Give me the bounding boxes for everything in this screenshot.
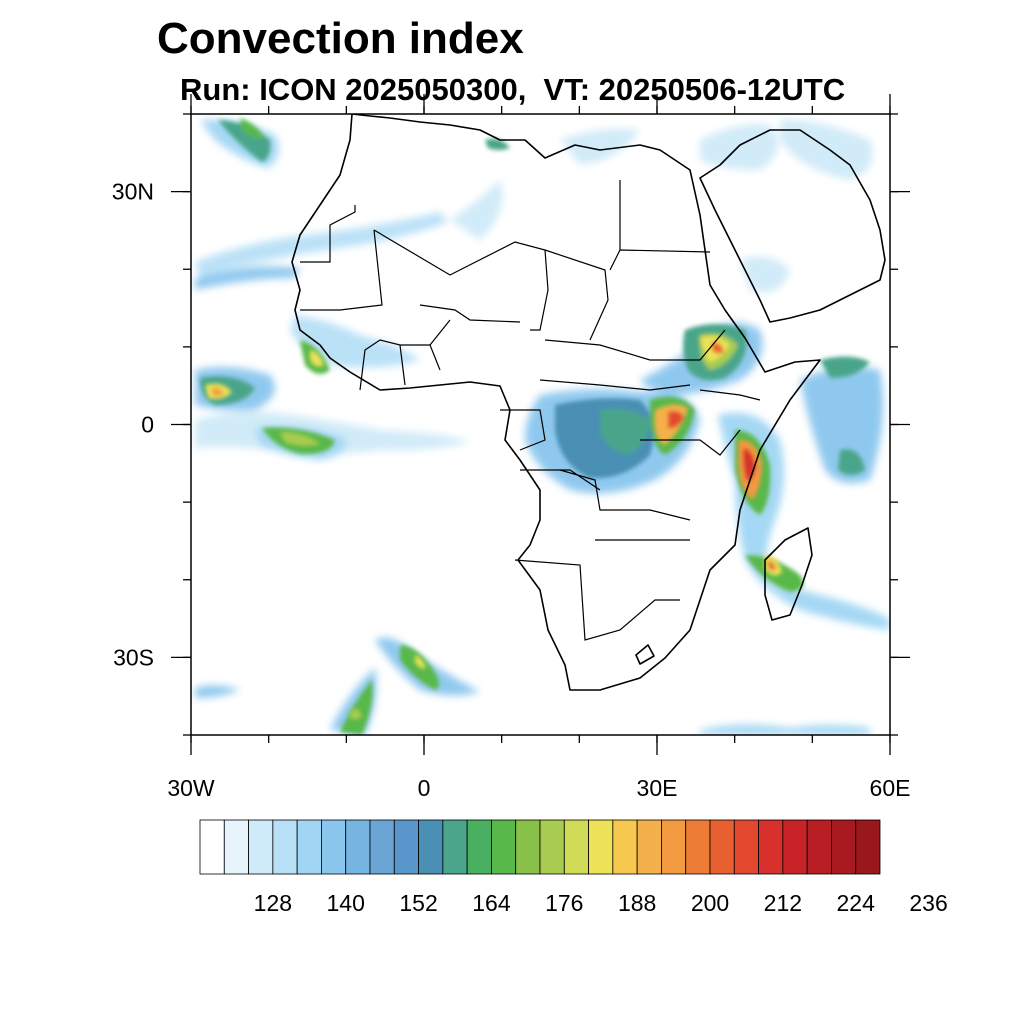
colorbar-label: 164 xyxy=(472,890,511,916)
colorbar-swatch xyxy=(661,819,687,875)
lon-tick-label: 60E xyxy=(870,775,911,801)
chart-title: Convection index xyxy=(157,14,524,63)
colorbar-swatch xyxy=(733,819,759,875)
colorbar-swatch xyxy=(442,819,468,875)
colorbar-label: 212 xyxy=(764,890,802,916)
colorbar-label: 128 xyxy=(254,890,292,916)
colorbar-swatch xyxy=(393,819,419,875)
colorbar-label: 188 xyxy=(618,890,656,916)
colorbar-swatch xyxy=(636,819,662,875)
colorbar-swatch xyxy=(855,819,881,875)
colorbar-swatch xyxy=(563,819,589,875)
colorbar-swatch xyxy=(199,819,225,875)
axis-ticks: 30W 0 30E 60E 30N 0 30S xyxy=(112,94,911,801)
coastlines xyxy=(291,114,886,691)
lat-tick-label: 30S xyxy=(113,644,154,670)
lat-tick-label: 30N xyxy=(112,179,154,205)
colorbar-swatch xyxy=(272,819,298,875)
colorbar-swatch xyxy=(612,819,638,875)
country-borders xyxy=(300,180,761,641)
colorbar-swatch xyxy=(685,819,711,875)
colorbar-swatch xyxy=(369,819,395,875)
colorbar: 128 140 152 164 176 188 200 212 224 236 xyxy=(199,819,948,916)
lon-tick-label: 30E xyxy=(637,775,678,801)
lat-tick-label: 0 xyxy=(141,412,154,438)
colorbar-swatch xyxy=(223,819,249,875)
colorbar-label: 140 xyxy=(327,890,365,916)
colorbar-swatch xyxy=(782,819,808,875)
colorbar-swatch xyxy=(515,819,541,875)
colorbar-swatch xyxy=(418,819,444,875)
convection-field xyxy=(195,118,890,735)
colorbar-swatch xyxy=(491,819,517,875)
colorbar-swatch xyxy=(709,819,735,875)
colorbar-label: 224 xyxy=(837,890,876,916)
colorbar-swatch xyxy=(758,819,784,875)
colorbar-label: 200 xyxy=(691,890,729,916)
colorbar-swatch xyxy=(248,819,274,875)
lon-tick-label: 0 xyxy=(418,775,431,801)
lon-tick-label: 30W xyxy=(167,775,215,801)
colorbar-label: 152 xyxy=(399,890,437,916)
colorbar-label: 236 xyxy=(909,890,947,916)
colorbar-swatch xyxy=(831,819,857,875)
colorbar-swatch xyxy=(466,819,492,875)
colorbar-swatch xyxy=(588,819,614,875)
colorbar-swatch xyxy=(345,819,371,875)
colorbar-swatch xyxy=(539,819,565,875)
chart-subtitle: Run: ICON 2025050300, VT: 20250506-12UTC xyxy=(180,72,846,107)
colorbar-swatch xyxy=(321,819,347,875)
colorbar-swatch xyxy=(806,819,832,875)
colorbar-label: 176 xyxy=(545,890,583,916)
colorbar-swatch xyxy=(296,819,322,875)
